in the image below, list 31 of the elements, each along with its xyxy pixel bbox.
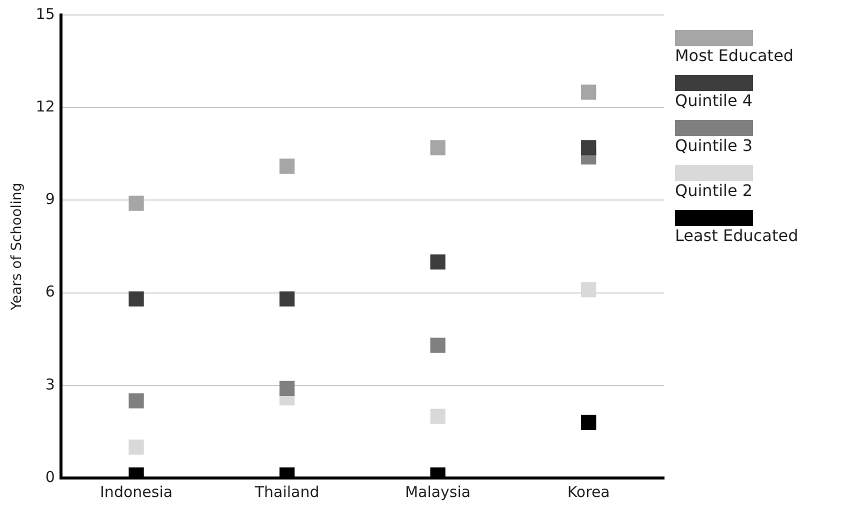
point bbox=[279, 380, 295, 396]
point bbox=[128, 393, 144, 408]
legend-label: Least Educated bbox=[675, 226, 800, 246]
point bbox=[279, 158, 295, 174]
legend-label: Quintile 3 bbox=[675, 136, 754, 156]
legend-label: Most Educated bbox=[675, 46, 795, 66]
point bbox=[581, 414, 596, 430]
y-axis-title: Years of Schooling bbox=[9, 182, 26, 312]
x-tick-label: Korea bbox=[567, 482, 610, 501]
y-tick-label: 0 bbox=[45, 468, 55, 486]
point bbox=[430, 408, 446, 424]
point bbox=[128, 196, 144, 211]
y-tick-label: 15 bbox=[36, 4, 55, 23]
point bbox=[430, 140, 446, 156]
point bbox=[581, 282, 596, 298]
x-tick-label: Thailand bbox=[254, 482, 320, 501]
point bbox=[430, 254, 446, 270]
point bbox=[581, 84, 596, 100]
y-tick-label: 9 bbox=[45, 190, 55, 208]
x-tick-label: Malaysia bbox=[405, 482, 471, 501]
y-tick-label: 6 bbox=[45, 282, 55, 301]
y-tick-label: 3 bbox=[45, 375, 55, 394]
point bbox=[128, 440, 144, 455]
point bbox=[430, 338, 446, 353]
point bbox=[279, 291, 295, 307]
legend-label: Quintile 4 bbox=[675, 91, 754, 111]
x-tick-label: Indonesia bbox=[100, 482, 173, 501]
legend-label: Quintile 2 bbox=[675, 181, 754, 201]
point bbox=[581, 140, 596, 156]
y-tick-label: 12 bbox=[36, 97, 55, 116]
point bbox=[128, 291, 144, 307]
